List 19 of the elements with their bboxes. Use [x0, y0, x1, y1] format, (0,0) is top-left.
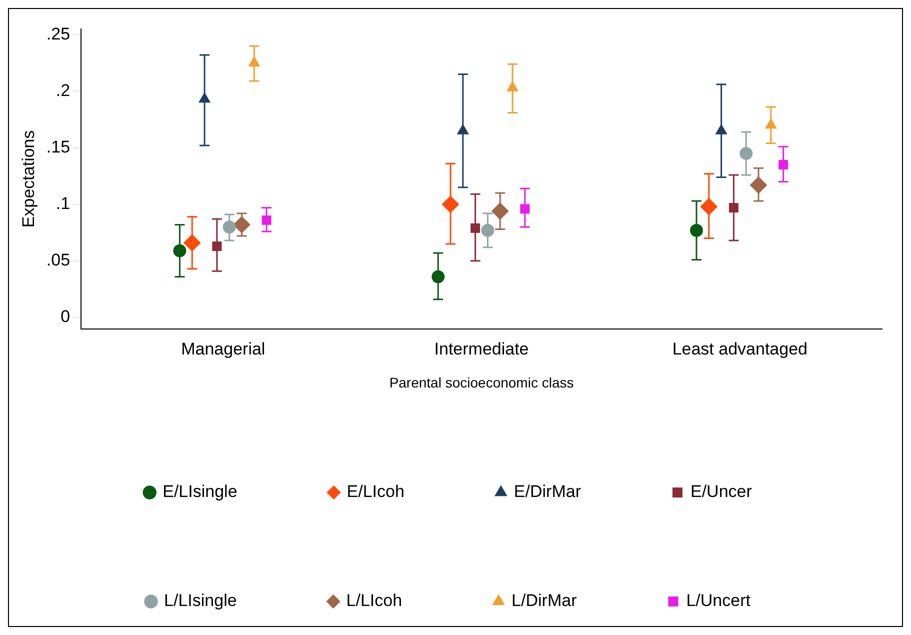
y-axis-title: Expectations: [18, 130, 38, 228]
y-tick-label: 0: [60, 307, 70, 326]
x-tick-label: Intermediate: [434, 340, 529, 359]
x-tick-label: Least advantaged: [672, 340, 808, 359]
legend-label: L/LIcoh: [346, 591, 402, 610]
legend-label: E/LIcoh: [346, 482, 404, 502]
y-tick-label: .1: [56, 194, 70, 214]
y-tick-label: .05: [46, 250, 70, 270]
legend-label: E/DirMar: [514, 482, 582, 502]
legend-label: E/Uncer: [690, 482, 752, 502]
x-tick-label: Managerial: [181, 340, 266, 359]
legend-label: L/LIsingle: [164, 591, 237, 610]
legend-label: E/LIsingle: [162, 482, 238, 502]
legend-label: L/DirMar: [512, 591, 578, 610]
y-tick-label: .2: [56, 80, 70, 100]
y-tick-label: .15: [46, 137, 70, 156]
legend-label: L/Uncert: [686, 591, 751, 610]
x-axis-title: Parental socioeconomic class: [389, 374, 574, 390]
y-tick-label: .25: [46, 24, 70, 44]
